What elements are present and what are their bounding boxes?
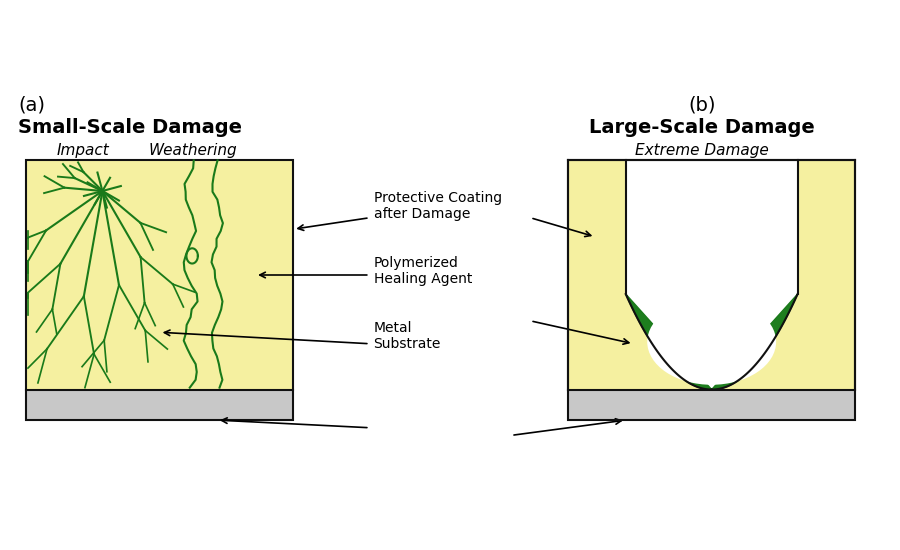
Text: Impact: Impact xyxy=(57,143,109,158)
Text: Extreme Damage: Extreme Damage xyxy=(635,143,769,158)
Bar xyxy=(26,161,293,420)
Polygon shape xyxy=(569,161,712,389)
Bar xyxy=(569,389,855,420)
Text: Protective Coating
after Damage: Protective Coating after Damage xyxy=(374,191,501,221)
Bar xyxy=(626,161,797,389)
Polygon shape xyxy=(569,161,712,389)
Text: (b): (b) xyxy=(688,96,716,114)
Text: Large-Scale Damage: Large-Scale Damage xyxy=(590,118,815,138)
Bar xyxy=(26,161,293,389)
Bar xyxy=(569,161,855,420)
Text: (a): (a) xyxy=(18,96,45,114)
Ellipse shape xyxy=(647,299,776,385)
Text: Small-Scale Damage: Small-Scale Damage xyxy=(18,118,242,138)
Polygon shape xyxy=(712,161,855,389)
Bar xyxy=(797,161,855,389)
Text: Metal
Substrate: Metal Substrate xyxy=(374,321,441,351)
Bar xyxy=(569,161,625,389)
Polygon shape xyxy=(626,294,797,389)
Bar xyxy=(569,161,855,294)
Bar xyxy=(569,161,855,420)
Bar xyxy=(26,389,293,420)
Text: Polymerized
Healing Agent: Polymerized Healing Agent xyxy=(374,256,472,287)
Text: Weathering: Weathering xyxy=(148,143,237,158)
